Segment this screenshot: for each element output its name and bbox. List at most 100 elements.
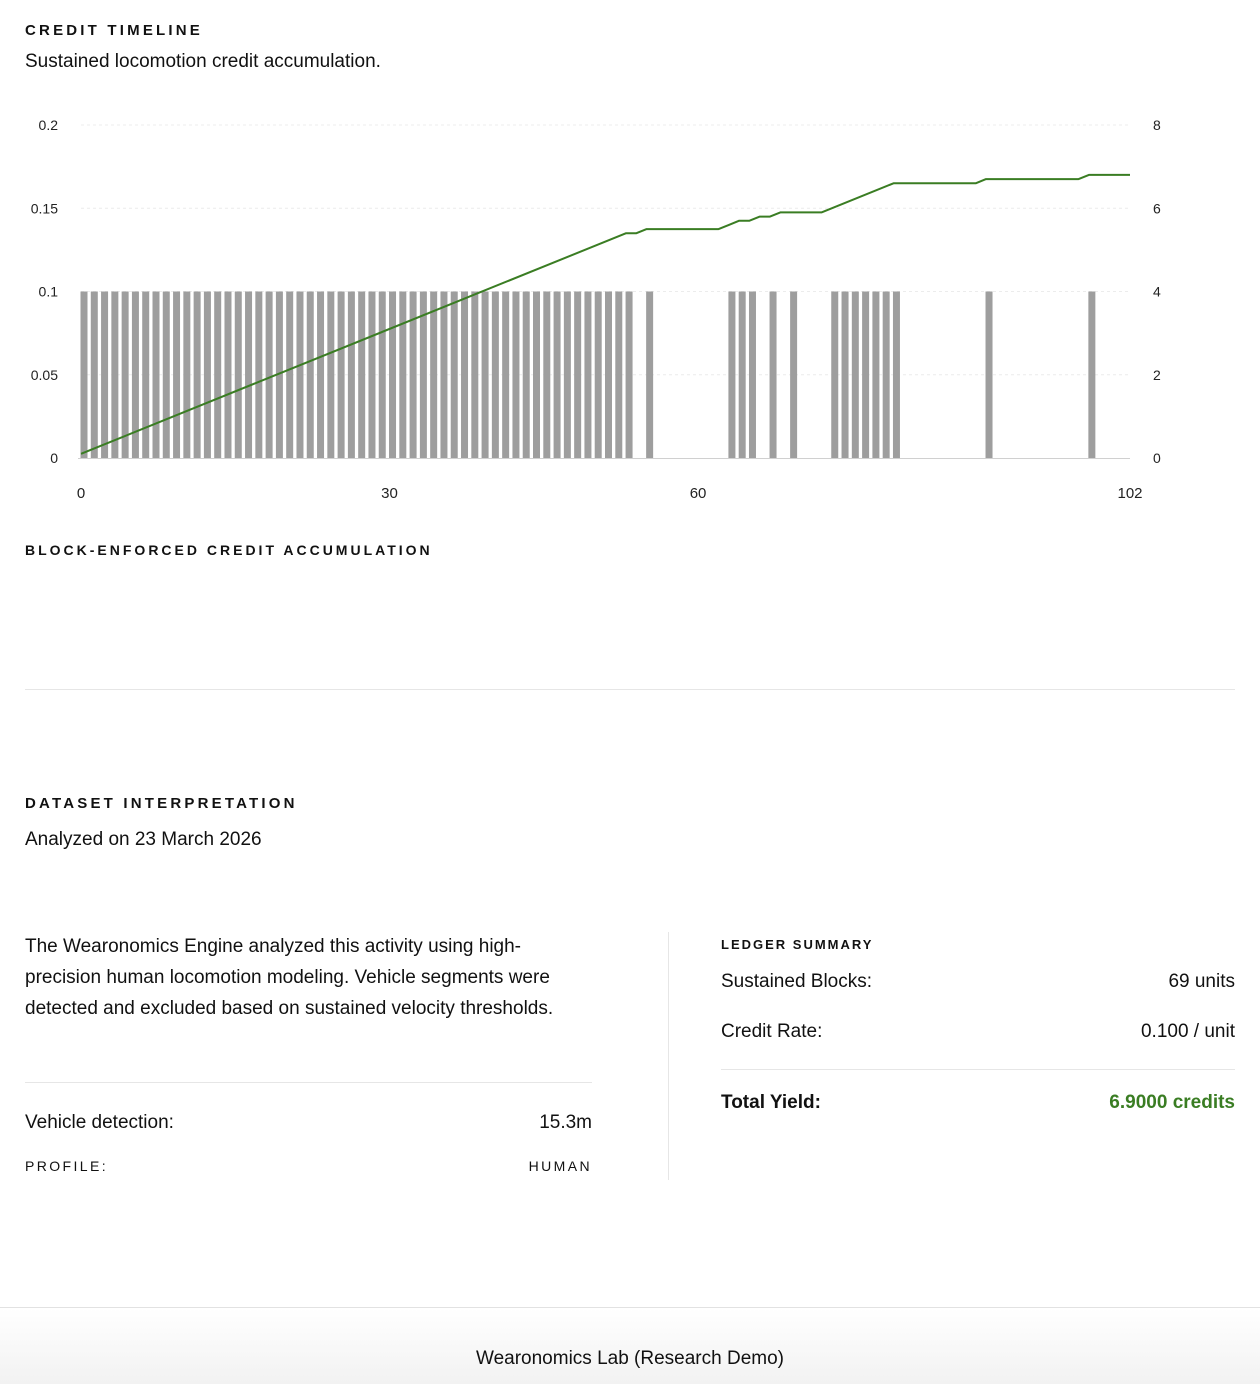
- x-tick-label: 30: [381, 485, 398, 502]
- chart-bar: [985, 291, 993, 458]
- page-footer: Wearonomics Lab (Research Demo): [0, 1307, 1260, 1384]
- chart-bar: [368, 291, 376, 458]
- chart-bar: [502, 291, 510, 458]
- chart-bar: [389, 291, 397, 458]
- chart-bar: [491, 291, 499, 458]
- chart-bar: [111, 291, 119, 458]
- y-right-tick-label: 6: [1153, 200, 1161, 216]
- chart-bar: [594, 291, 602, 458]
- profile-value: HUMAN: [528, 1158, 592, 1174]
- chart-bar: [162, 291, 170, 458]
- chart-bar: [152, 291, 160, 458]
- chart-bar: [738, 291, 746, 458]
- analysis-date: Analyzed on 23 March 2026: [25, 829, 262, 850]
- chart-bar: [450, 291, 458, 458]
- chart-bar: [203, 291, 211, 458]
- ledger-title: LEDGER SUMMARY: [721, 937, 874, 952]
- chart-bar: [409, 291, 417, 458]
- chart-bar: [131, 291, 139, 458]
- chart-bar: [471, 291, 479, 458]
- chart-bar: [173, 291, 181, 458]
- interpretation-title: DATASET INTERPRETATION: [25, 795, 298, 812]
- chart-line: [80, 173, 1130, 455]
- chart-bar: [563, 291, 571, 458]
- y-left-tick-label: 0: [50, 450, 58, 466]
- interpretation-body: The Wearonomics Engine analyzed this act…: [25, 936, 554, 1019]
- footer-text: Wearonomics Lab (Research Demo): [476, 1348, 784, 1369]
- chart-bar: [790, 291, 798, 458]
- timeline-subtitle: Sustained locomotion credit accumulation…: [25, 51, 381, 72]
- y-right-tick-label: 4: [1153, 284, 1161, 300]
- credit-rate-value: 0.100 / unit: [1140, 1021, 1235, 1042]
- chart-bar: [255, 291, 263, 458]
- chart-bar: [142, 291, 150, 458]
- total-yield-label: Total Yield:: [721, 1092, 821, 1113]
- chart-bar: [461, 291, 469, 458]
- chart-bar: [214, 291, 222, 458]
- chart-bar: [347, 291, 355, 458]
- ledger-divider: [721, 1069, 1235, 1070]
- chart-bar: [337, 291, 345, 458]
- chart-bar: [728, 291, 736, 458]
- chart-bar: [440, 291, 448, 458]
- chart-bar: [296, 291, 304, 458]
- chart-bar: [831, 291, 839, 458]
- chart-bar: [183, 291, 191, 458]
- total-yield-value: 6.9000 credits: [1109, 1092, 1235, 1113]
- sustained-blocks-label: Sustained Blocks:: [721, 971, 873, 992]
- sustained-blocks-value: 69 units: [1168, 971, 1235, 992]
- y-right-tick-label: 2: [1153, 367, 1161, 383]
- chart-bar: [851, 291, 859, 458]
- chart-bar: [399, 291, 407, 458]
- x-tick-label: 60: [690, 485, 707, 502]
- chart-bar: [121, 291, 129, 458]
- y-left-tick-label: 0.05: [31, 367, 58, 383]
- chart-bar: [646, 291, 654, 458]
- vehicle-detection-label: Vehicle detection:: [25, 1112, 174, 1133]
- chart-bar: [90, 291, 98, 458]
- block-section-title: BLOCK-ENFORCED CREDIT ACCUMULATION: [25, 542, 433, 558]
- chart-bar: [862, 291, 870, 458]
- chart-bar: [533, 291, 541, 458]
- column-separator: [668, 932, 669, 1180]
- chart-bar: [275, 291, 283, 458]
- chart-bar: [430, 291, 438, 458]
- chart-bar: [358, 291, 366, 458]
- cumulative-credit-line: [80, 173, 1130, 455]
- chart-bar: [543, 291, 551, 458]
- chart-axes: 0 0.05 0.1 0.15 0.2 0 2 4 6 8 0 30 60 102: [31, 117, 1161, 502]
- chart-bar: [224, 291, 232, 458]
- chart-bar: [265, 291, 273, 458]
- chart-bar: [245, 291, 253, 458]
- x-tick-label: 0: [77, 485, 85, 502]
- chart-bar: [553, 291, 561, 458]
- chart-bar: [80, 291, 88, 458]
- chart-bar: [1088, 291, 1096, 458]
- y-right-tick-label: 8: [1153, 117, 1161, 133]
- profile-label: PROFILE:: [25, 1158, 108, 1174]
- chart-bar: [882, 291, 890, 458]
- chart-bar: [574, 291, 582, 458]
- section-divider: [25, 689, 1235, 690]
- chart-bar: [234, 291, 242, 458]
- chart-bar: [605, 291, 612, 458]
- vehicle-detection-value: 15.3m: [539, 1112, 592, 1133]
- y-left-tick-label: 0.2: [39, 117, 59, 133]
- y-left-tick-label: 0.15: [31, 200, 58, 216]
- chart-bar: [615, 291, 623, 458]
- chart-bars: [80, 291, 1096, 458]
- y-left-tick-label: 0.1: [39, 284, 59, 300]
- timeline-title: CREDIT TIMELINE: [25, 22, 203, 39]
- interpretation-divider: [25, 1082, 592, 1083]
- chart-bar: [512, 291, 520, 458]
- chart-bar: [101, 291, 109, 458]
- chart-bar: [193, 291, 201, 458]
- chart-bar: [286, 291, 294, 458]
- chart-bar: [748, 291, 756, 458]
- credit-rate-label: Credit Rate:: [721, 1021, 823, 1042]
- chart-bar: [419, 291, 427, 458]
- chart-bar: [481, 291, 489, 458]
- y-right-tick-label: 0: [1153, 450, 1161, 466]
- chart-bar: [584, 291, 592, 458]
- chart-bar: [892, 291, 900, 458]
